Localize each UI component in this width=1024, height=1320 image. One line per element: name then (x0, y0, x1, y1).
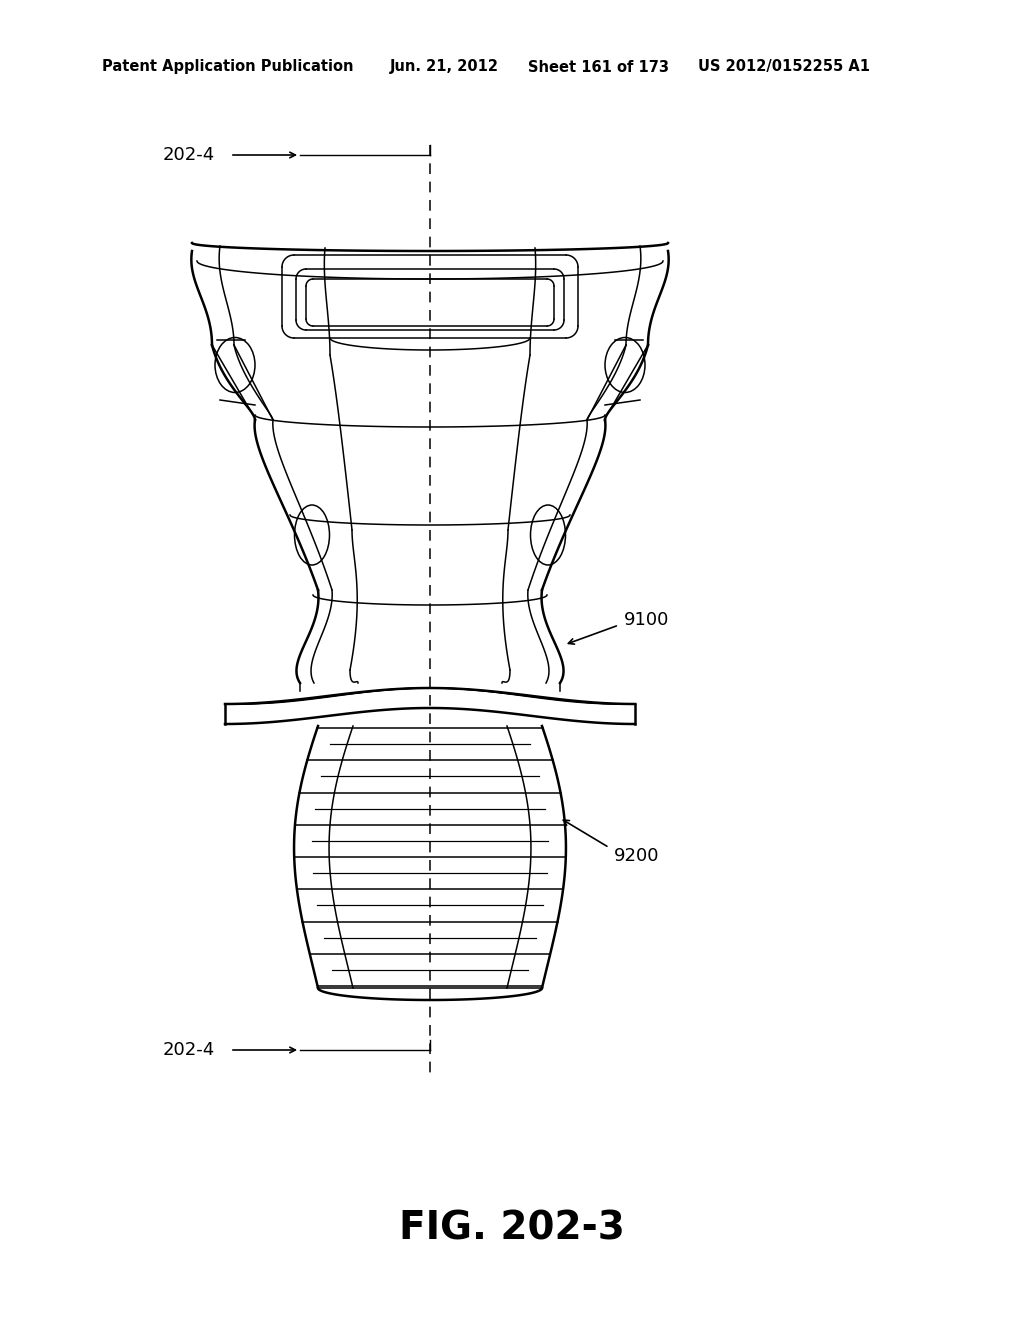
Text: 9200: 9200 (614, 846, 659, 865)
Text: Patent Application Publication: Patent Application Publication (102, 59, 353, 74)
Text: 202-4: 202-4 (163, 147, 215, 164)
Text: US 2012/0152255 A1: US 2012/0152255 A1 (698, 59, 870, 74)
Text: Sheet 161 of 173: Sheet 161 of 173 (528, 59, 669, 74)
Text: Jun. 21, 2012: Jun. 21, 2012 (390, 59, 499, 74)
Text: 202-4: 202-4 (163, 1041, 215, 1059)
Text: FIG. 202-3: FIG. 202-3 (399, 1209, 625, 1247)
Text: 9100: 9100 (624, 611, 670, 630)
